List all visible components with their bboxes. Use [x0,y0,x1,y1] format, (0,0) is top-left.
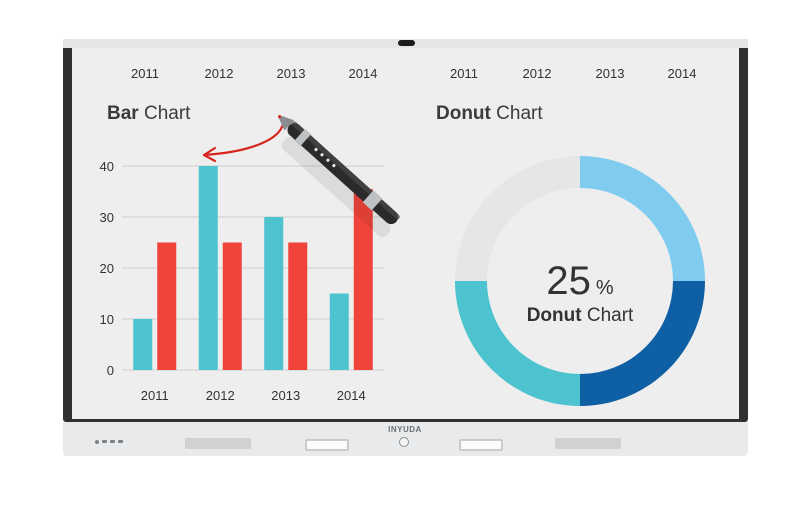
bar [353,188,373,370]
bar-chart-bars [133,166,373,370]
front-ports [95,440,123,444]
donut-center-label: Donut Chart [527,305,634,326]
hdmi-port-icon [118,440,123,443]
top-year-label: 2014 [349,66,378,81]
donut-segment [580,281,705,406]
usb-port-icon [102,440,107,443]
bar [264,217,284,370]
top-year-label: 2011 [131,66,159,81]
bar-chart-x-axis: 2011 2012 2013 2014 [141,388,366,403]
x-tick-label: 2014 [337,388,366,403]
speaker-grille-left [185,438,251,449]
bar [288,242,308,370]
top-year-label: 2012 [205,66,234,81]
bar [329,293,349,370]
handle-right [459,439,503,451]
donut-segment [580,156,705,281]
top-year-label: 2013 [277,66,306,81]
donut-chart [455,156,705,406]
bar [157,242,177,370]
display-screen[interactable]: 2011 2012 2013 2014 2011 2012 2013 2014 … [72,48,739,419]
speaker-grille-right [555,438,621,449]
presentation-slide: 2011 2012 2013 2014 2011 2012 2013 2014 … [100,66,705,406]
y-tick-label: 0 [107,363,114,378]
top-year-label: 2011 [450,66,478,81]
bar [198,166,218,370]
x-tick-label: 2011 [141,388,169,403]
y-tick-label: 40 [100,159,114,174]
stylus-pen-icon [278,115,400,237]
webcam [398,40,415,46]
donut-chart-title: Donut Chart [436,103,543,124]
x-tick-label: 2012 [206,388,235,403]
home-button[interactable] [399,437,409,447]
bar [222,242,242,370]
bar-chart-y-axis: 0 10 20 30 40 [100,159,114,378]
bar-chart-title: Bar Chart [107,103,191,124]
bar [133,319,153,370]
handle-left [305,439,349,451]
top-year-label: 2014 [668,66,697,81]
donut-segment [455,281,580,406]
donut-segment [455,156,580,281]
donut-center-value: 25% [546,259,614,303]
x-tick-label: 2013 [271,388,300,403]
y-tick-label: 10 [100,312,114,327]
brand-logo: INYUDA [388,425,422,434]
usb-port-icon [110,440,115,443]
top-year-label: 2012 [523,66,552,81]
annotation-arrow [202,122,285,163]
y-tick-label: 30 [100,210,114,225]
y-tick-label: 20 [100,261,114,276]
power-led-icon [95,440,99,444]
top-year-label: 2013 [596,66,625,81]
